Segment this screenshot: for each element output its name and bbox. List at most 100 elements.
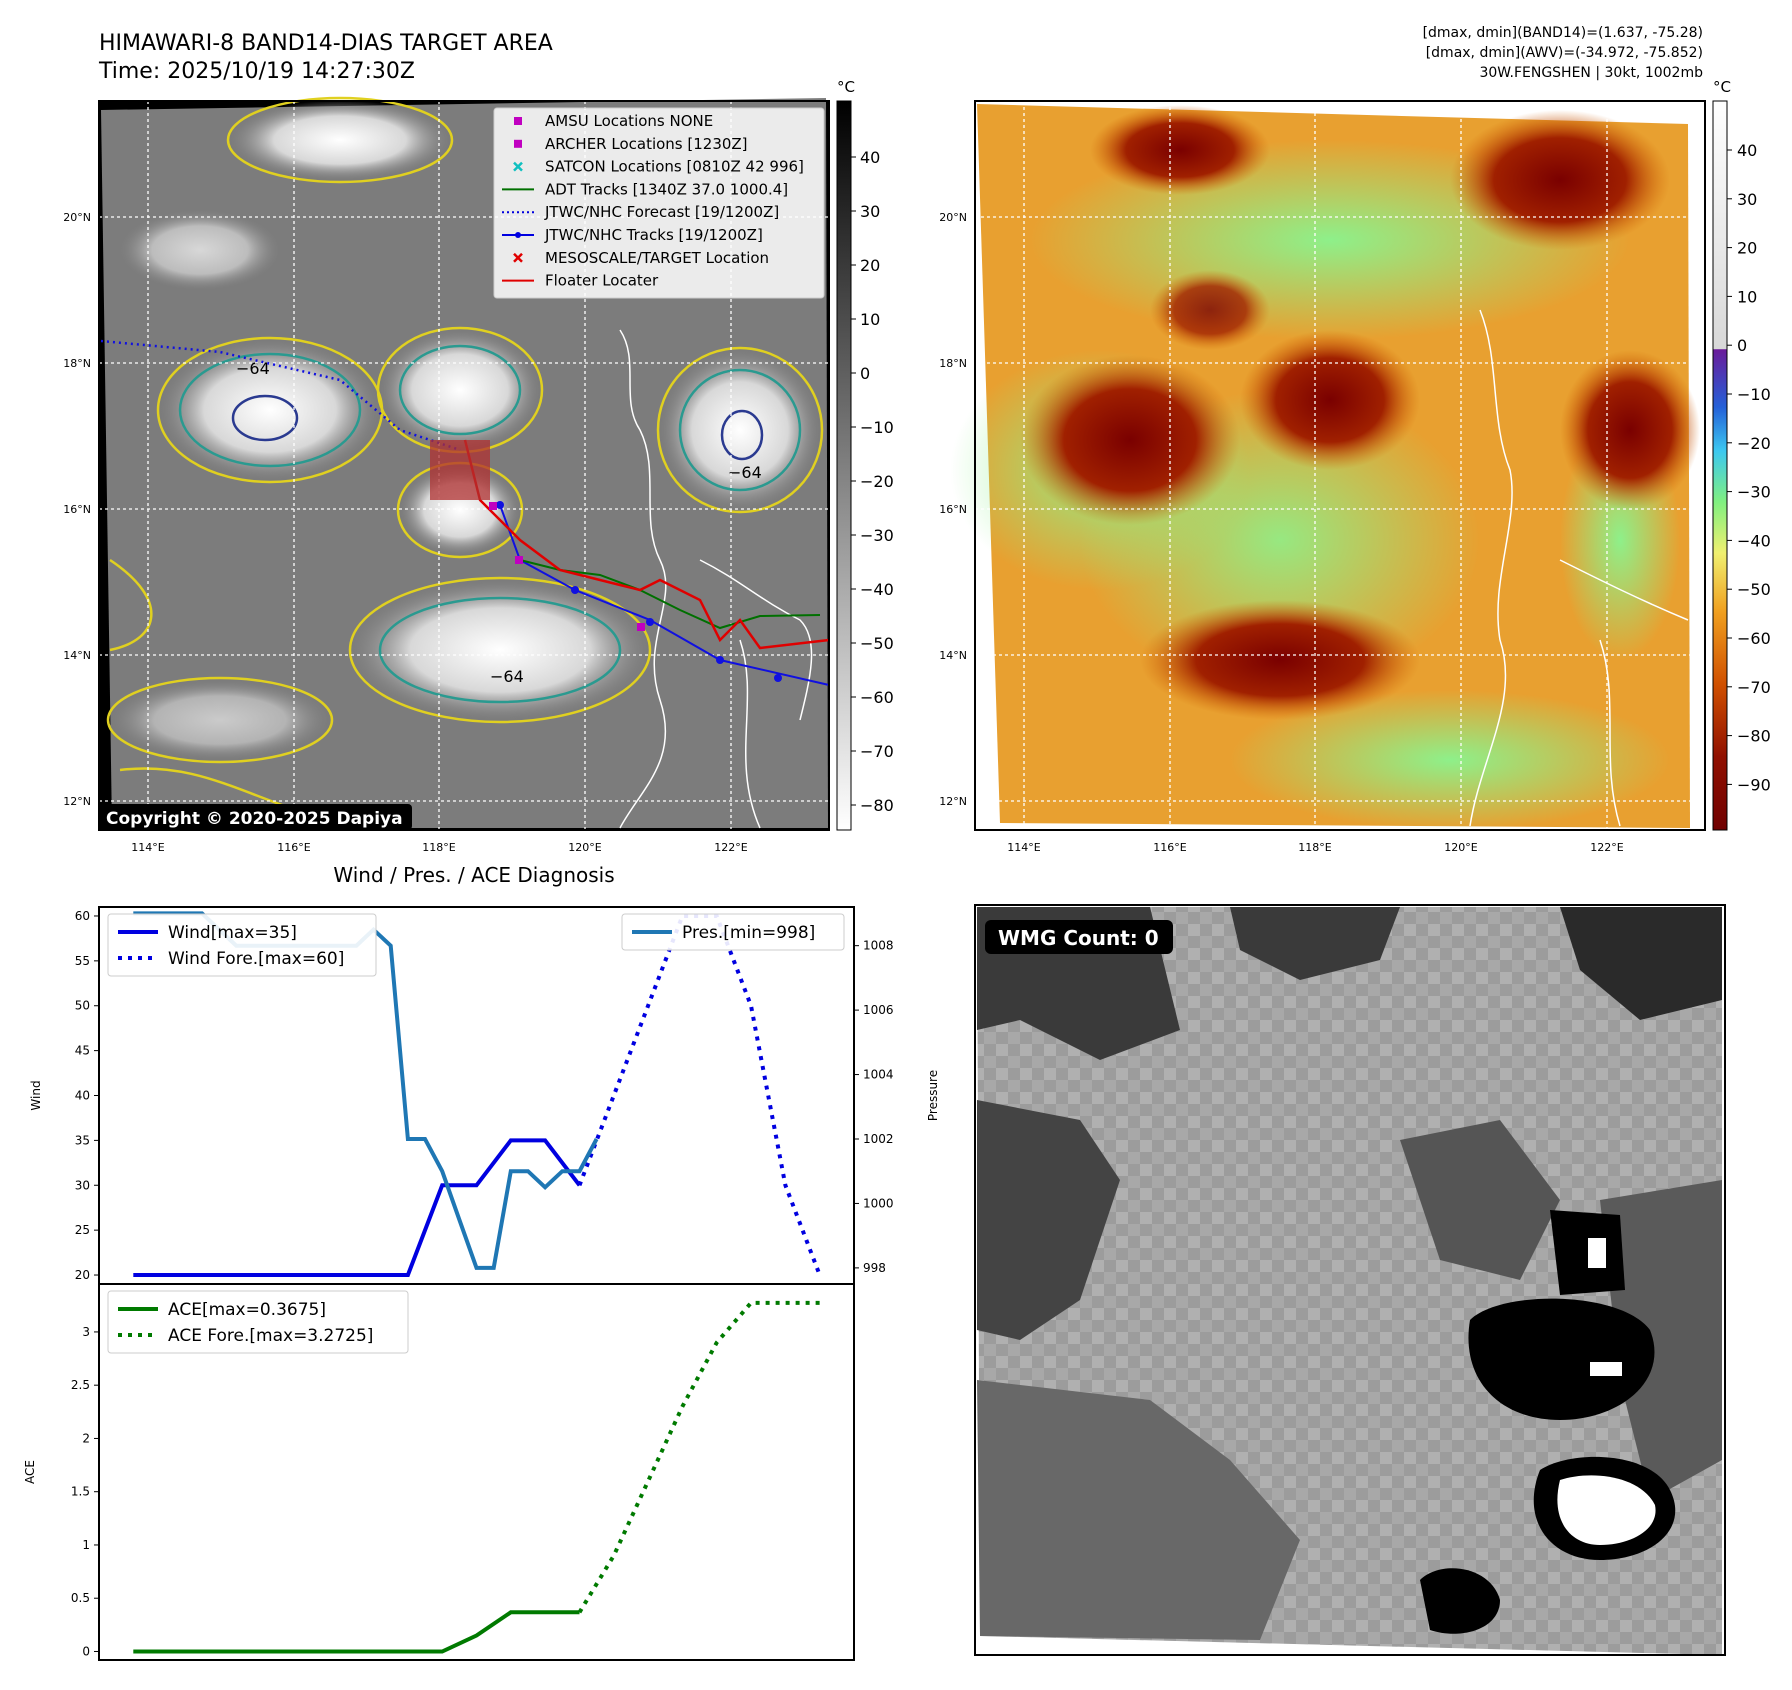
ace-ytick-label: 1 — [82, 1538, 90, 1552]
ir-coastline — [619, 329, 813, 829]
legend-marker — [513, 161, 523, 172]
lat-tick-label: 16°N — [63, 503, 91, 516]
legend-box — [107, 1290, 409, 1354]
wmg-warm-spot — [1590, 1362, 1622, 1376]
colorbar-tick-label: −30 — [860, 526, 894, 545]
colorbar-tick-label: −40 — [860, 580, 894, 599]
wind-ytick-label: 45 — [75, 1044, 90, 1058]
ace-ytick-label: 2.5 — [71, 1378, 90, 1392]
colorbar-tick-label: −90 — [1737, 775, 1771, 794]
wv-cold-top — [1560, 350, 1700, 510]
wv-frame — [974, 100, 1706, 831]
colorbar-tick-label: 20 — [860, 256, 880, 275]
wmg-cold-region — [1550, 1210, 1625, 1295]
wmg-dark-region — [1400, 1120, 1560, 1280]
lat-tick-label: 20°N — [63, 211, 91, 224]
legend-box — [107, 913, 377, 977]
ace-ytick-label: 2 — [82, 1431, 90, 1445]
wmg-badge-text: WMG Count: 0 — [998, 926, 1159, 950]
legend-label: Wind[max=35] — [168, 923, 297, 943]
lon-tick-label: 120°E — [568, 841, 601, 854]
ace-ytick-label: 1.5 — [71, 1485, 90, 1499]
wmg-cold-region — [1420, 1568, 1500, 1634]
legend-label: Pres.[min=998] — [682, 923, 815, 943]
ace-ytick-label: 3 — [82, 1325, 90, 1339]
wind-forecast-line — [577, 914, 822, 1276]
archer-markers — [489, 502, 645, 631]
colorbar-tick-label: 20 — [1737, 239, 1757, 258]
wind-axis-label: Wind — [29, 1080, 43, 1110]
lat-tick-label: 18°N — [939, 357, 967, 370]
legend-label: Wind Fore.[max=60] — [168, 949, 344, 969]
colorbar-tick-label: 0 — [860, 364, 870, 383]
wmg-dark-region — [1600, 1180, 1722, 1500]
legend-label: SATCON Locations [0810Z 42 996] — [545, 158, 804, 176]
wmg-dark-region — [1230, 907, 1400, 980]
wind-ytick-label: 40 — [75, 1089, 90, 1103]
legend-box — [493, 107, 825, 299]
lat-tick-label: 14°N — [63, 649, 91, 662]
lon-tick-label: 116°E — [1153, 841, 1186, 854]
legend-label: MESOSCALE/TARGET Location — [545, 249, 769, 267]
legend-marker — [514, 117, 522, 125]
wmg-dark-region — [977, 1380, 1300, 1640]
legend-marker — [515, 232, 521, 238]
wv-gridlines — [975, 101, 1705, 830]
legend-label: AMSU Locations NONE — [545, 112, 713, 130]
wv-cold-top — [1150, 270, 1270, 350]
forecast-track — [100, 339, 461, 452]
colorbar-tick-label: −60 — [860, 688, 894, 707]
wind-line — [133, 1138, 582, 1277]
colorbar-tick-label: −10 — [860, 418, 894, 437]
wmg-dark-region — [977, 1100, 1120, 1340]
colorbar-tick-label: −80 — [1737, 727, 1771, 746]
colorbar-tick-label: −40 — [1737, 531, 1771, 550]
legend-label: ACE Fore.[max=3.2725] — [168, 1326, 373, 1346]
ir-colorbar — [836, 100, 852, 831]
ir-cloud — [230, 100, 450, 180]
ir-frame — [98, 100, 830, 831]
lat-tick-label: 20°N — [939, 211, 967, 224]
legend-marker — [513, 252, 523, 263]
lon-tick-label: 116°E — [277, 841, 310, 854]
pressure-ytick-label: 1008 — [863, 939, 894, 953]
ir-colorbar-unit: °C — [837, 78, 855, 96]
copyright-text: Copyright © 2020-2025 Dapiya — [106, 809, 403, 829]
info-line-2: [dmax, dmin](AWV)=(-34.972, -75.852) — [1426, 45, 1703, 61]
pressure-ytick-label: 1002 — [863, 1132, 894, 1146]
lat-tick-label: 18°N — [63, 357, 91, 370]
wmg-badge — [985, 920, 1173, 954]
ace-axis-label: ACE — [23, 1460, 37, 1484]
lat-tick-label: 12°N — [939, 795, 967, 808]
wmg-panel: WMG Count: 0 — [974, 904, 1726, 1656]
lat-tick-label: 16°N — [939, 503, 967, 516]
colorbar-tick-label: 40 — [860, 148, 880, 167]
wind-ytick-label: 55 — [75, 954, 90, 968]
pressure-ytick-label: 998 — [863, 1261, 886, 1275]
colorbar-tick-label: −30 — [1737, 483, 1771, 502]
ir-cloud — [110, 680, 330, 760]
legend-marker — [514, 139, 522, 148]
wind-ytick-label: 50 — [75, 999, 90, 1013]
ir-cloud — [120, 210, 280, 290]
wmg-frame — [974, 904, 1726, 1656]
lon-tick-label: 118°E — [422, 841, 455, 854]
colorbar-tick-label: −80 — [860, 796, 894, 815]
wv-panel: 20°N 18°N 16°N 14°N 12°N 114°E 116°E 118°E 120°E… — [939, 78, 1771, 854]
colorbar-tick-label: 30 — [860, 202, 880, 221]
wind-ytick-label: 60 — [75, 909, 90, 923]
wind-ytick-label: 35 — [75, 1133, 90, 1147]
jtwc-track — [499, 504, 830, 686]
ace-ytick-label: 0.5 — [71, 1591, 90, 1605]
lon-tick-label: 118°E — [1298, 841, 1331, 854]
ir-cloud — [160, 340, 380, 480]
copyright-box — [100, 804, 412, 830]
colorbar-tick-label: −70 — [1737, 678, 1771, 697]
wv-coastline — [1469, 309, 1689, 827]
colorbar-tick-label: −60 — [1737, 629, 1771, 648]
lat-tick-label: 12°N — [63, 795, 91, 808]
diagnosis-chart: 2025303540455055609981000100210041006100… — [23, 906, 940, 1661]
floater-track — [463, 439, 830, 650]
legend-label: ARCHER Locations [1230Z] — [545, 135, 748, 153]
